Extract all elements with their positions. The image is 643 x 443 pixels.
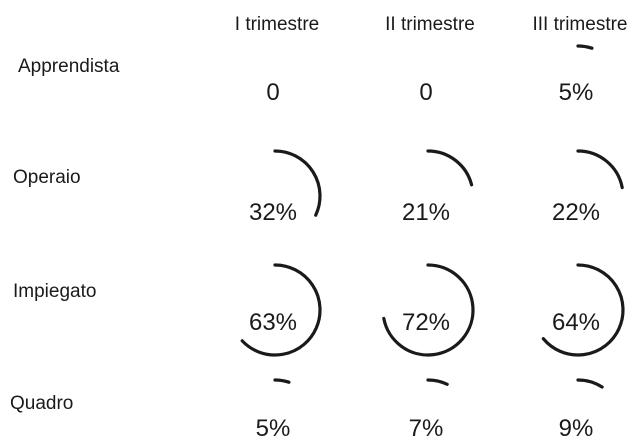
value-label: 7% xyxy=(409,415,444,442)
value-labels: 0 0 5% 32% 21% 22% 63% 72% 64% 5% 7% 9% xyxy=(249,79,600,442)
row-label: Operaio xyxy=(13,167,81,188)
column-header: I trimestre xyxy=(235,14,319,35)
arc-mark xyxy=(576,149,624,190)
arc-mark xyxy=(541,263,625,357)
value-label: 63% xyxy=(249,309,297,336)
arc-mark xyxy=(426,149,474,187)
column-headers: I trimestre II trimestre III trimestre xyxy=(235,14,628,35)
arc-mark xyxy=(382,263,475,357)
arc-mark xyxy=(576,378,604,389)
arc-mark xyxy=(273,149,322,217)
row-labels: Apprendista Operaio Impiegato Quadro xyxy=(10,56,120,414)
arc-mark xyxy=(273,378,291,384)
column-header: III trimestre xyxy=(532,14,627,35)
column-header: II trimestre xyxy=(385,14,475,35)
value-label: 64% xyxy=(552,309,600,336)
row-label: Quadro xyxy=(10,393,73,414)
value-label: 21% xyxy=(402,199,450,226)
row-label: Impiegato xyxy=(13,281,96,302)
arc-mark xyxy=(576,44,594,50)
value-label: 5% xyxy=(559,79,594,106)
value-label: 0 xyxy=(266,79,279,106)
value-label: 72% xyxy=(402,309,450,336)
arc-marks xyxy=(240,44,625,389)
value-label: 32% xyxy=(249,199,297,226)
value-label: 9% xyxy=(559,415,594,442)
value-label: 22% xyxy=(552,199,600,226)
arc-mark xyxy=(240,263,322,357)
value-label: 0 xyxy=(419,79,432,106)
row-label: Apprendista xyxy=(18,56,120,77)
value-label: 5% xyxy=(256,415,291,442)
arc-mark xyxy=(426,378,449,386)
